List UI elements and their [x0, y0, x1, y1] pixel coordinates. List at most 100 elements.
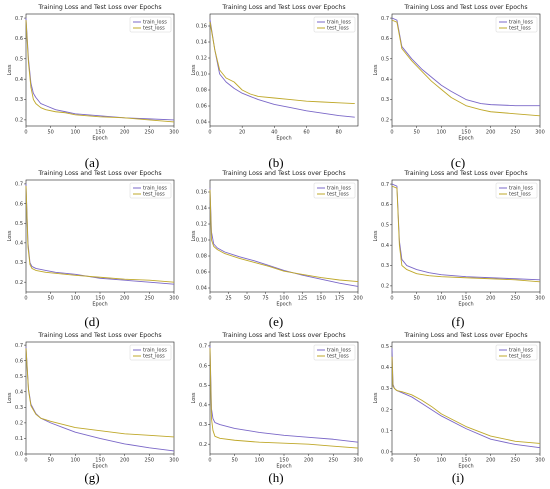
chart-b-ytick-label: 0.08	[196, 88, 207, 94]
chart-e-ytick-label: 0.06	[196, 270, 207, 276]
chart-i-series-test-loss	[391, 356, 541, 444]
chart-e-series-test-loss	[209, 189, 359, 283]
chart-c-legend-label: test_loss	[509, 26, 531, 32]
chart-b-series-test-loss	[209, 21, 355, 105]
chart-b-ytick-label: 0.14	[196, 40, 207, 46]
chart-a-xtick-label: 50	[47, 130, 53, 136]
chart-b-frame	[209, 13, 359, 127]
chart-e-title: Training Loss and Test Loss over Epochs	[221, 170, 345, 177]
chart-b-xlabel: Epoch	[276, 136, 291, 142]
chart-c-ytick-label: 0.7	[381, 16, 389, 22]
chart-g-xtick-label: 250	[145, 458, 155, 464]
chart-c-xtick-label: 50	[413, 130, 419, 136]
chart-i-ytick-label: 0.4	[381, 365, 389, 371]
chart-b-ytick-label: 0.12	[196, 56, 207, 62]
chart-d-series-test-loss	[25, 185, 175, 283]
chart-c-ytick-label: 0.5	[381, 57, 389, 63]
chart-c-series-test-loss	[391, 19, 541, 117]
chart-g-xlabel: Epoch	[92, 464, 107, 470]
chart-f-xtick-label: 50	[413, 296, 419, 302]
chart-h-xtick-label: 200	[304, 458, 314, 464]
chart-b-ytick-label: 0.10	[196, 72, 207, 78]
chart-a-xtick-label: 300	[169, 130, 179, 136]
chart-b-xtick-label: 0	[208, 130, 211, 136]
chart-a-series-train-loss	[25, 18, 175, 121]
chart-panel-d: Training Loss and Test Loss over Epochs 0…	[4, 168, 180, 323]
chart-e-xlabel: Epoch	[276, 302, 291, 308]
chart-h-legend-label: test_loss	[327, 354, 349, 360]
panel-label-f: (f)	[451, 314, 465, 329]
chart-e-ytick-label: 0.16	[196, 190, 207, 196]
chart-b-xtick-label: 80	[336, 130, 342, 136]
chart-a-legend-label: train_loss	[143, 20, 167, 26]
chart-h-ytick-label: 0.2	[199, 442, 207, 448]
chart-b-ytick-label: 0.06	[196, 104, 207, 110]
chart-b-legend-label: test_loss	[327, 26, 349, 32]
chart-f-legend-label: train_loss	[509, 186, 533, 192]
chart-c-xtick-label: 300	[535, 130, 545, 136]
chart-i-xtick-label: 50	[413, 458, 419, 464]
chart-g-ytick-label: 0.7	[15, 343, 23, 349]
chart-e-xtick-label: 200	[353, 296, 363, 302]
chart-a-ylabel: Loss	[7, 64, 13, 75]
chart-c-xtick-label: 250	[511, 130, 521, 136]
chart-d-title: Training Loss and Test Loss over Epochs	[37, 170, 161, 177]
chart-i-title: Training Loss and Test Loss over Epochs	[403, 332, 527, 339]
chart-d-svg: Training Loss and Test Loss over Epochs 0…	[7, 170, 179, 308]
chart-d-ytick-label: 0.5	[15, 221, 23, 227]
chart-e-ylabel: Loss	[191, 230, 197, 241]
chart-e-ytick-label: 0.08	[196, 254, 207, 260]
chart-f-series-test-loss	[391, 185, 541, 283]
chart-h-xtick-label: 0	[208, 458, 211, 464]
chart-h-xtick-label: 50	[231, 458, 237, 464]
chart-a-xtick-label: 0	[24, 130, 27, 136]
chart-f-xtick-label: 250	[511, 296, 521, 302]
chart-f-ytick-label: 0.6	[381, 202, 389, 208]
chart-f-ytick-label: 0.5	[381, 223, 389, 229]
chart-d-xtick-label: 250	[145, 296, 155, 302]
chart-i-xtick-label: 0	[390, 458, 393, 464]
chart-e-ytick-label: 0.14	[196, 206, 207, 212]
chart-i-xtick-label: 300	[535, 458, 545, 464]
chart-d-ytick-label: 0.7	[15, 182, 23, 188]
chart-d-legend-label: train_loss	[143, 186, 167, 192]
chart-b-svg: Training Loss and Test Loss over Epochs 0…	[191, 4, 359, 142]
chart-h-legend-label: train_loss	[327, 348, 351, 354]
chart-h-xlabel: Epoch	[276, 464, 291, 470]
chart-panel-g: Training Loss and Test Loss over Epochs 0…	[4, 330, 180, 485]
chart-g-xtick-label: 0	[24, 458, 27, 464]
chart-b-series-train-loss	[209, 19, 355, 118]
chart-a-series-test-loss	[25, 20, 175, 123]
chart-g-ytick-label: 0.3	[15, 405, 23, 411]
chart-e-series-train-loss	[209, 187, 359, 287]
chart-panel-h: Training Loss and Test Loss over Epochs 0…	[188, 330, 364, 485]
chart-g-legend-label: test_loss	[143, 354, 165, 360]
chart-a-title: Training Loss and Test Loss over Epochs	[37, 4, 161, 11]
chart-e-legend-label: train_loss	[327, 186, 351, 192]
chart-a-legend-label: test_loss	[143, 26, 165, 32]
panel-label-e: (e)	[268, 314, 284, 329]
chart-d-xtick-label: 100	[71, 296, 81, 302]
chart-g-xtick-label: 50	[47, 458, 53, 464]
chart-c-xtick-label: 200	[486, 130, 496, 136]
chart-g-ytick-label: 0.1	[15, 436, 23, 442]
chart-c-xtick-label: 0	[390, 130, 393, 136]
chart-a-xtick-label: 250	[145, 130, 155, 136]
chart-i-ylabel: Loss	[373, 392, 379, 403]
chart-h-title: Training Loss and Test Loss over Epochs	[221, 332, 345, 339]
chart-a-xtick-label: 200	[120, 130, 130, 136]
chart-f-xtick-label: 200	[486, 296, 496, 302]
chart-c-xlabel: Epoch	[458, 136, 473, 142]
chart-h-ylabel: Loss	[191, 392, 197, 403]
chart-f-svg: Training Loss and Test Loss over Epochs 0…	[373, 170, 545, 308]
chart-c-ytick-label: 0.4	[381, 77, 389, 83]
chart-a-svg: Training Loss and Test Loss over Epochs 0…	[7, 4, 179, 142]
chart-d-xlabel: Epoch	[92, 302, 107, 308]
chart-c-ytick-label: 0.2	[381, 118, 389, 124]
chart-a-xtick-label: 100	[71, 130, 81, 136]
chart-panel-b: Training Loss and Test Loss over Epochs 0…	[188, 2, 364, 157]
chart-b-ytick-label: 0.04	[196, 120, 207, 126]
chart-g-ytick-label: 0.6	[15, 358, 23, 364]
chart-g-ytick-label: 0.0	[15, 452, 23, 458]
chart-i-xlabel: Epoch	[458, 464, 473, 470]
